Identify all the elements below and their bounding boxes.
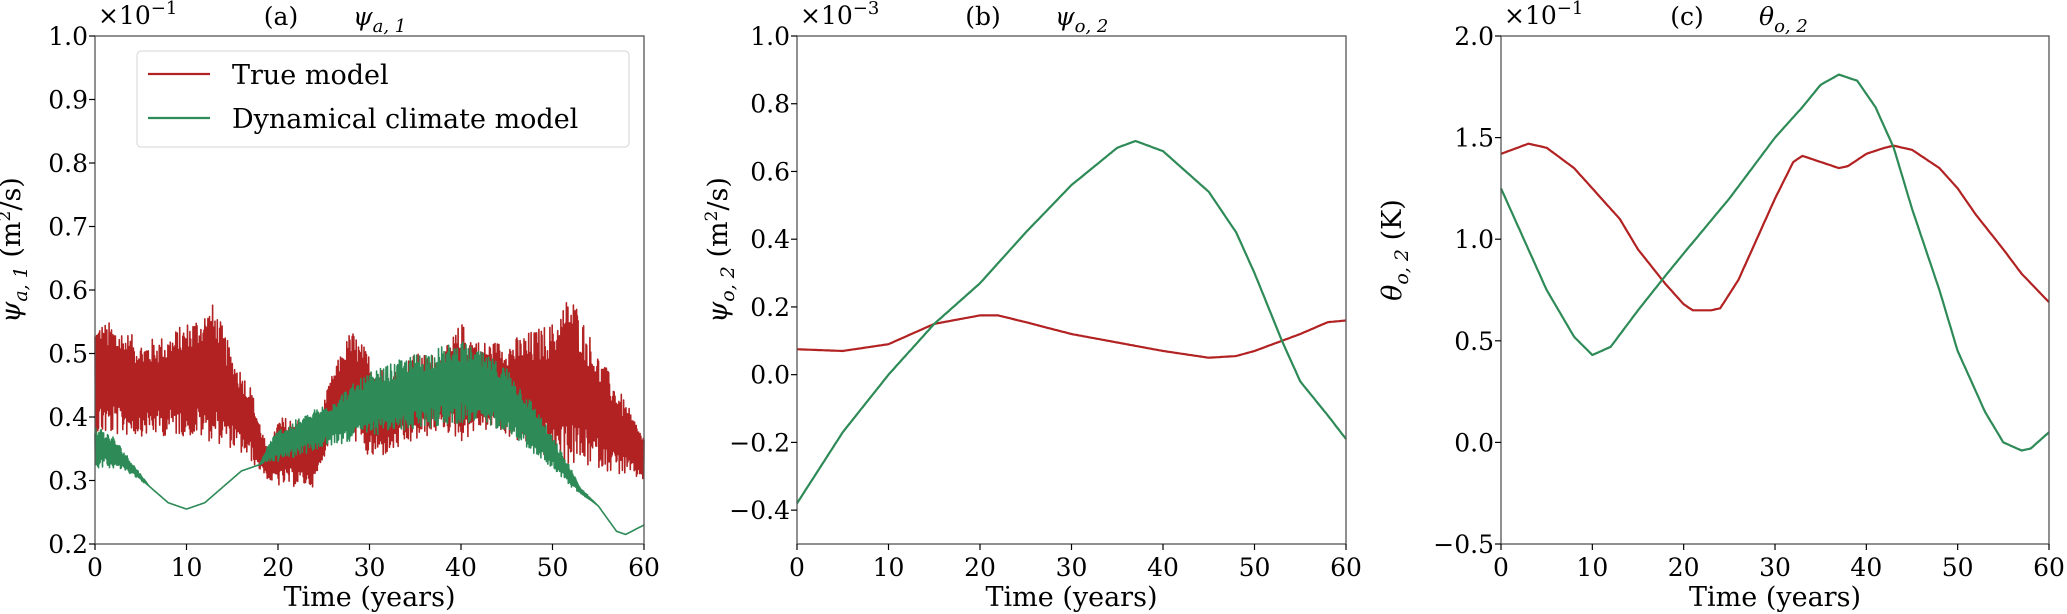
axes-frame xyxy=(1500,35,2050,545)
x-tick-label: 0 xyxy=(1493,553,1509,582)
multiplier-exponent: −1 xyxy=(151,0,178,19)
x-tick-label: 20 xyxy=(1668,553,1700,582)
series-line-true-model xyxy=(797,314,1347,359)
x-tick-label: 20 xyxy=(964,553,996,582)
panel-letter: (b) xyxy=(965,2,1001,31)
panel-title: θo, 2 xyxy=(1759,2,1808,37)
ylabel-subscript: a, 1 xyxy=(10,266,32,302)
y-tick-label: 0.5 xyxy=(1454,327,1494,356)
legend-entry-label: Dynamical climate model xyxy=(232,104,578,135)
series-line-dynamical-climate-model xyxy=(1499,73,2050,452)
x-tick-label: 40 xyxy=(1147,553,1179,582)
ylabel-unit-suffix: /s) xyxy=(703,177,734,211)
axis-multiplier: ×10−1 xyxy=(1504,0,1583,30)
x-tick-label: 30 xyxy=(1056,553,1088,582)
x-tick-label: 50 xyxy=(1239,553,1271,582)
x-tick-label: 20 xyxy=(262,553,294,582)
title-subscript: o, 2 xyxy=(1774,16,1808,37)
y-tick-label: −0.2 xyxy=(729,428,790,457)
y-tick-label: 0.2 xyxy=(750,293,790,322)
y-tick-label: 0.2 xyxy=(48,530,88,559)
multiplier-exponent: −1 xyxy=(1557,0,1584,19)
y-tick-label: 0.3 xyxy=(48,467,88,496)
y-tick-label: 0.6 xyxy=(48,276,88,305)
legend: True model Dynamical climate model xyxy=(136,50,630,148)
ylabel-symbol: ψ xyxy=(0,301,27,323)
y-tick-label: 0.4 xyxy=(48,403,88,432)
panel-a: 0 10 20 30 40 50 60 0.2 0.3 0.4 0.5 0.6 0.7 0.8 0.9 1.0… xyxy=(0,0,660,613)
y-tick-label: 2.0 xyxy=(1454,22,1494,51)
y-axis-label: ψa, 1 (m2/s) xyxy=(0,177,32,323)
title-symbol: ψ xyxy=(353,2,373,31)
y-tick-label: 1.0 xyxy=(1454,225,1494,254)
legend-box xyxy=(136,50,630,148)
title-symbol: ψ xyxy=(1055,2,1075,31)
ylabel-unit: (K) xyxy=(1377,199,1408,249)
x-tick-label: 50 xyxy=(1942,553,1974,582)
y-tick-label: 1.5 xyxy=(1454,124,1494,153)
x-tick-label: 10 xyxy=(171,553,203,582)
y-tick-label: −0.4 xyxy=(729,496,790,525)
x-tick-label: 60 xyxy=(2033,553,2065,582)
ylabel-unit-superscript: 2 xyxy=(0,211,15,222)
x-tick-label: 60 xyxy=(628,553,660,582)
ylabel-symbol: θ xyxy=(1377,285,1408,301)
x-tick-label: 30 xyxy=(354,553,386,582)
ylabel-unit-suffix: /s) xyxy=(0,177,27,211)
y-tick-label: 0.4 xyxy=(750,225,790,254)
x-axis-label: Time (years) xyxy=(284,582,456,613)
x-tick-label: 40 xyxy=(445,553,477,582)
x-tick-label: 50 xyxy=(537,553,569,582)
ylabel-symbol: ψ xyxy=(703,301,734,323)
ylabel-unit: (m xyxy=(0,221,27,266)
y-axis-label: ψo, 2 (m2/s) xyxy=(702,177,739,323)
y-tick-label: 0.9 xyxy=(48,86,88,115)
title-symbol: θ xyxy=(1759,2,1774,31)
y-tick-label: 0.8 xyxy=(750,90,790,119)
y-tick-label: 0.0 xyxy=(1454,428,1494,457)
y-tick-label: 0.0 xyxy=(750,361,790,390)
panel-c: 0 10 20 30 40 50 60 −0.5 0.0 0.5 1.0 1.5 2.0 ×10−1 (c)… xyxy=(1377,0,2065,613)
x-tick-label: 10 xyxy=(873,553,905,582)
ylabel-unit: (m xyxy=(703,221,734,266)
y-tick-label: 0.8 xyxy=(48,149,88,178)
x-axis-label: Time (years) xyxy=(1689,582,1861,613)
series-line-dynamical-climate-model xyxy=(94,341,645,536)
x-tick-label: 40 xyxy=(1850,553,1882,582)
x-tick-label: 10 xyxy=(1576,553,1608,582)
x-tick-label: 60 xyxy=(1330,553,1362,582)
x-tick-label: 30 xyxy=(1759,553,1791,582)
multiplier-base: ×10 xyxy=(800,1,853,30)
ylabel-subscript: o, 2 xyxy=(717,266,739,302)
panel-title: ψa, 1 xyxy=(353,2,406,37)
y-tick-label: 0.7 xyxy=(48,213,88,242)
y-tick-label: 0.6 xyxy=(750,157,790,186)
axis-multiplier: ×10−1 xyxy=(98,0,177,30)
ylabel-subscript: o, 2 xyxy=(1391,249,1413,285)
y-tick-label: 1.0 xyxy=(750,22,790,51)
axes-frame xyxy=(796,35,1347,545)
ylabel-unit-superscript: 2 xyxy=(702,211,722,222)
y-tick-label: 0.5 xyxy=(48,340,88,369)
panel-letter: (c) xyxy=(1670,2,1704,31)
y-axis-label: θo, 2 (K) xyxy=(1377,199,1413,301)
panel-b: 0 10 20 30 40 50 60 −0.4 −0.2 0.0 0.2 0.4 0.6 0.8 1.0 ×… xyxy=(702,0,1362,613)
y-tick-label: −0.5 xyxy=(1433,530,1494,559)
panel-title: ψo, 2 xyxy=(1055,2,1108,37)
x-tick-label: 0 xyxy=(789,553,805,582)
legend-entry-label: True model xyxy=(232,60,389,91)
x-axis-label: Time (years) xyxy=(986,582,1158,613)
multiplier-exponent: −3 xyxy=(853,0,880,19)
y-tick-label: 1.0 xyxy=(48,22,88,51)
panel-letter: (a) xyxy=(264,2,298,31)
series-line-true-model xyxy=(1500,142,2050,312)
title-subscript: a, 1 xyxy=(373,16,407,37)
axis-multiplier: ×10−3 xyxy=(800,0,879,30)
x-tick-label: 0 xyxy=(87,553,103,582)
multiplier-base: ×10 xyxy=(98,1,151,30)
title-subscript: o, 2 xyxy=(1075,16,1109,37)
series-line-dynamical-climate-model xyxy=(796,139,1347,504)
multiplier-base: ×10 xyxy=(1504,1,1557,30)
